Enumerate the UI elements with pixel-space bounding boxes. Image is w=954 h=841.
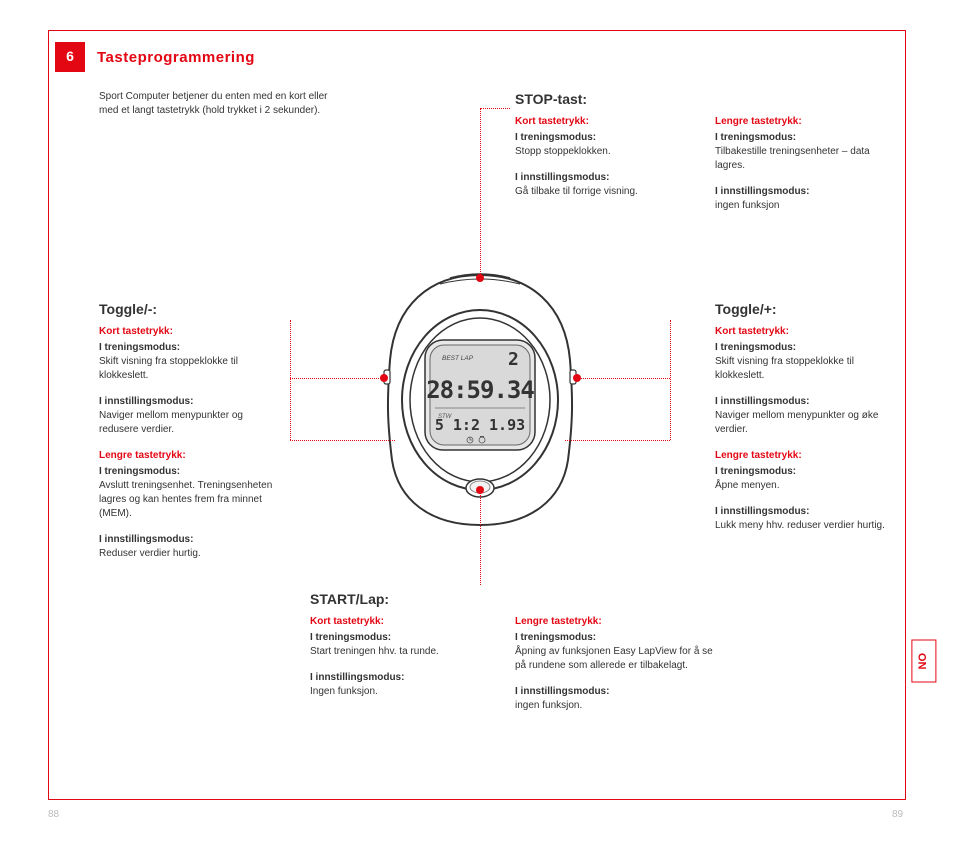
tm-short-settings-label: I innstillingsmodus: — [99, 395, 284, 409]
stop-short-block: Kort tastetrykk: I treningsmodus: Stopp … — [515, 115, 700, 211]
start-lap-short-block: Kort tastetrykk: I treningsmodus: Start … — [310, 615, 495, 711]
stop-long-training-text: Tilbakestille treningsenheter – data lag… — [715, 145, 900, 173]
stop-long-block: Lengre tastetrykk: I treningsmodus: Tilb… — [715, 115, 900, 225]
sl-long-training-text: Åpning av funksjonen Easy LapView for å … — [515, 645, 725, 673]
sl-short-settings-label: I innstillingsmodus: — [310, 671, 495, 685]
page-number-right: 89 — [892, 808, 903, 822]
tp-long-training-label: I treningsmodus: — [715, 465, 900, 479]
leader-toggle-minus-dot — [380, 374, 388, 382]
tm-short-settings-text: Naviger mellom menypunkter og redusere v… — [99, 409, 284, 437]
leader-toggle-plus-v — [670, 320, 671, 440]
stop-long-training-label: I treningsmodus: — [715, 131, 900, 145]
sl-short-label: Kort tastetrykk: — [310, 615, 495, 629]
tm-long-training-text: Avslutt treningsenhet. Treningsenheten l… — [99, 479, 284, 521]
tp-short-training-label: I treningsmodus: — [715, 341, 900, 355]
tm-long-settings-label: I innstillingsmodus: — [99, 533, 284, 547]
stop-long-label: Lengre tastetrykk: — [715, 115, 900, 129]
language-tab: NO — [911, 640, 936, 683]
tp-long-training-text: Åpne menyen. — [715, 479, 900, 493]
intro-text: Sport Computer betjener du enten med en … — [99, 90, 329, 118]
stop-short-training-text: Stopp stoppeklokken. — [515, 145, 700, 159]
leader-stop-h — [480, 108, 510, 109]
display-main-time: 28:59.34 — [426, 376, 534, 404]
tm-short-label: Kort tastetrykk: — [99, 325, 284, 339]
sl-short-settings-text: Ingen funksjon. — [310, 685, 495, 699]
stop-short-label: Kort tastetrykk: — [515, 115, 700, 129]
sl-long-label: Lengre tastetrykk: — [515, 615, 725, 629]
tm-long-label: Lengre tastetrykk: — [99, 449, 284, 463]
toggle-minus-title: Toggle/-: — [99, 300, 157, 320]
sl-long-settings-label: I innstillingsmodus: — [515, 685, 725, 699]
toggle-minus-block: Kort tastetrykk: I treningsmodus: Skift … — [99, 325, 284, 573]
tp-short-settings-label: I innstillingsmodus: — [715, 395, 900, 409]
tm-short-training-label: I treningsmodus: — [99, 341, 284, 355]
page-number-left: 88 — [48, 808, 59, 822]
tp-long-settings-label: I innstillingsmodus: — [715, 505, 900, 519]
stop-long-settings-label: I innstillingsmodus: — [715, 185, 900, 199]
sl-short-training-text: Start treningen hhv. ta runde. — [310, 645, 495, 659]
sl-long-training-label: I treningsmodus: — [515, 631, 725, 645]
stop-short-training-label: I treningsmodus: — [515, 131, 700, 145]
start-lap-long-block: Lengre tastetrykk: I treningsmodus: Åpni… — [515, 615, 725, 725]
leader-toggle-plus-dot — [573, 374, 581, 382]
tm-long-settings-text: Reduser verdier hurtig. — [99, 547, 284, 561]
start-lap-title: START/Lap: — [310, 590, 389, 610]
tm-long-training-label: I treningsmodus: — [99, 465, 284, 479]
stop-short-settings-text: Gå tilbake til forrige visning. — [515, 185, 700, 199]
tp-short-training-text: Skift visning fra stoppeklokke til klokk… — [715, 355, 900, 383]
display-bestlap-label: BEST LAP — [442, 355, 474, 362]
tp-long-label: Lengre tastetrykk: — [715, 449, 900, 463]
stop-long-settings-text: ingen funksjon — [715, 199, 900, 213]
display-sub-time: 5 1:2 1.93 — [435, 416, 525, 434]
stop-short-settings-label: I innstillingsmodus: — [515, 171, 700, 185]
toggle-plus-title: Toggle/+: — [715, 300, 777, 320]
display-lap-number: 2 — [508, 349, 519, 370]
chapter-header: 6 Tasteprogrammering — [55, 42, 255, 72]
leader-stop-dot — [476, 274, 484, 282]
tm-short-training-text: Skift visning fra stoppeklokke til klokk… — [99, 355, 284, 383]
leader-stop — [480, 108, 481, 278]
leader-toggle-minus — [290, 378, 383, 379]
toggle-plus-block: Kort tastetrykk: I treningsmodus: Skift … — [715, 325, 900, 545]
leader-toggle-minus-2 — [290, 440, 395, 441]
tp-short-settings-text: Naviger mellom menypunkter og øke verdie… — [715, 409, 900, 437]
leader-start-lap-dot — [476, 486, 484, 494]
chapter-title: Tasteprogrammering — [97, 47, 255, 68]
chapter-number-badge: 6 — [55, 42, 85, 72]
leader-toggle-plus — [577, 378, 670, 379]
tp-long-settings-text: Lukk meny hhv. reduser verdier hurtig. — [715, 519, 900, 533]
stop-title: STOP-tast: — [515, 90, 587, 110]
leader-toggle-plus-2 — [565, 440, 670, 441]
sl-short-training-label: I treningsmodus: — [310, 631, 495, 645]
leader-start-lap — [480, 495, 481, 585]
leader-toggle-minus-v — [290, 320, 291, 440]
sl-long-settings-text: ingen funksjon. — [515, 699, 725, 713]
tp-short-label: Kort tastetrykk: — [715, 325, 900, 339]
